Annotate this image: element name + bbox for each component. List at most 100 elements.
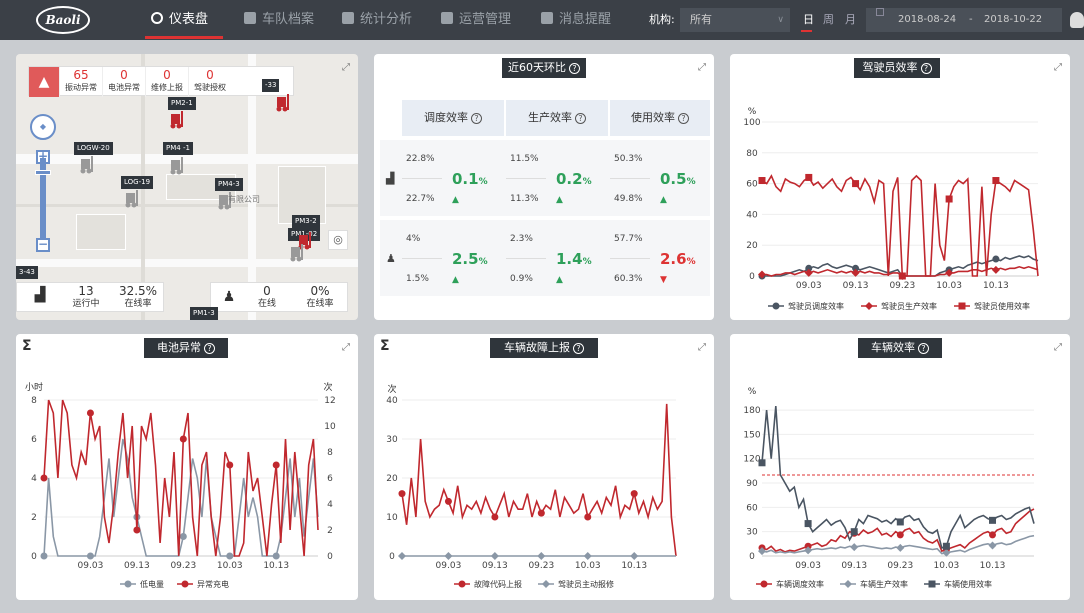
vehicle-label[interactable]: LOGW-20	[74, 142, 113, 155]
forklift-icon[interactable]	[216, 192, 236, 210]
nav-operations[interactable]: 运营管理	[441, 0, 511, 40]
forklift-icon[interactable]	[78, 156, 98, 174]
data-point	[179, 435, 187, 443]
zoom-out-button[interactable]: −	[36, 237, 50, 252]
fleet-icon	[244, 12, 256, 24]
map-zoom-control[interactable]: ◆ + −	[30, 114, 56, 254]
y-tick-label: 10	[386, 513, 398, 523]
help-icon[interactable]: ?	[573, 343, 584, 354]
zoom-slider[interactable]	[40, 158, 46, 238]
vehicles-online-rate-value: 32.5%	[118, 284, 158, 298]
data-point	[945, 195, 953, 203]
period-week[interactable]: 周	[823, 13, 834, 26]
vehicle-label[interactable]: -33	[262, 79, 280, 92]
alarm-vibration-label: 振动异常	[65, 83, 97, 92]
alarm-authorization[interactable]: 0 驾驶授权	[188, 67, 231, 97]
help-icon[interactable]: ?	[918, 343, 929, 354]
map-road	[16, 259, 358, 267]
x-tick-label: 09.23	[170, 561, 196, 571]
user-avatar-icon[interactable]	[1070, 12, 1084, 28]
data-point	[989, 531, 997, 539]
change-unit-direction: % ▲	[660, 177, 696, 205]
nav-dashboard[interactable]: 仪表盘	[151, 0, 208, 40]
vehicle-label[interactable]: PM1-3	[190, 307, 218, 320]
data-point	[851, 268, 860, 277]
change-unit-direction: % ▲	[556, 177, 592, 205]
x-tick-label: 09.13	[482, 561, 508, 571]
help-icon[interactable]: ?	[471, 113, 482, 124]
fault-chart: 次 0 10 20 30 40 09.03 09.13 09.23 10.03 10.13 故障代码上…	[386, 383, 677, 589]
alarm-battery[interactable]: 0 电池异常	[102, 67, 145, 97]
y-tick-label: 150	[743, 430, 760, 440]
help-icon[interactable]: ?	[575, 113, 586, 124]
cell-divider	[402, 178, 442, 179]
nav-fleet-records[interactable]: 车队档案	[244, 0, 314, 40]
expand-icon[interactable]: ⤢	[698, 342, 706, 353]
expand-icon[interactable]: ⤢	[1054, 342, 1062, 353]
zoom-slider-handle[interactable]	[35, 170, 51, 175]
current-value: 0.9%	[510, 274, 533, 284]
help-icon[interactable]: ?	[920, 63, 932, 74]
forklift-stats-icon: ▟	[34, 287, 46, 303]
cell-divider	[610, 258, 650, 259]
period-day[interactable]: 日	[803, 13, 814, 26]
current-value: 22.7%	[406, 194, 435, 204]
legend-label: 车辆使用效率	[944, 579, 992, 589]
nav-messages[interactable]: 消息提醒	[541, 0, 611, 40]
vehicle-label[interactable]: PM4 -1	[163, 142, 193, 155]
data-point	[86, 409, 94, 417]
pan-control-icon[interactable]: ◆	[30, 114, 56, 140]
data-point	[40, 474, 48, 482]
forklift-icon[interactable]	[168, 157, 188, 175]
change-amount: 2.5	[452, 250, 479, 268]
forklift-icon[interactable]	[123, 190, 143, 208]
change-unit-direction: % ▲	[452, 177, 488, 205]
legend-marker	[542, 580, 550, 588]
x-tick-label: 10.13	[983, 281, 1009, 291]
vehicle-label[interactable]: PM1-02	[288, 228, 321, 241]
y-tick-label-right: 10	[324, 422, 336, 432]
forklift-alert-icon[interactable]	[274, 94, 294, 112]
chart-icon	[342, 12, 354, 24]
data-point	[992, 177, 1000, 185]
x-tick-label: 09.13	[841, 561, 867, 571]
help-icon[interactable]: ?	[204, 343, 215, 354]
help-icon[interactable]: ?	[678, 113, 689, 124]
period-month[interactable]: 月	[845, 13, 856, 26]
locate-icon[interactable]: ◎	[328, 230, 348, 250]
x-tick-label: 09.03	[796, 281, 822, 291]
y-tick-label-right: 2	[327, 526, 333, 536]
expand-icon[interactable]: ⤢	[342, 62, 350, 73]
data-point	[583, 552, 592, 560]
date-range-picker[interactable]: 2018-08-24 - 2018-10-22	[866, 8, 1062, 32]
nav-statistics[interactable]: 统计分析	[342, 0, 412, 40]
alarm-vibration[interactable]: 65 振动异常	[59, 67, 102, 97]
expand-icon[interactable]: ⤢	[342, 342, 350, 353]
vehicle-map-panel[interactable]: ▲ 65 振动异常 0 电池异常 0 维修上报 0 驾驶授权 -33 ◆ + − PM2…	[16, 54, 358, 320]
help-icon[interactable]: ?	[569, 63, 580, 74]
alarm-repair[interactable]: 0 维修上报	[145, 67, 188, 97]
forklift-alert-icon[interactable]	[168, 111, 188, 129]
change-unit-direction: % ▲	[452, 257, 488, 285]
vehicle-label[interactable]: PM2-1	[168, 97, 196, 110]
data-point	[804, 542, 812, 550]
map-building	[76, 214, 126, 250]
org-select[interactable]: 所有 ∨	[680, 8, 790, 32]
expand-icon[interactable]: ⤢	[698, 62, 706, 73]
forklift-icon[interactable]	[288, 244, 308, 262]
vehicle-label[interactable]: PM3-2	[292, 215, 320, 228]
expand-icon[interactable]: ⤢	[1054, 62, 1062, 73]
data-point	[398, 552, 406, 560]
brand-logo[interactable]: Baoli	[36, 6, 90, 34]
data-point	[537, 552, 546, 560]
header-usage: 使用效率?	[610, 100, 710, 136]
comparison-title: 近60天环比?	[502, 58, 586, 78]
date-from: 2018-08-24	[898, 14, 957, 25]
data-point	[942, 548, 951, 557]
vehicle-label[interactable]: 3-43	[16, 266, 38, 279]
vehicle-label[interactable]: PM4-3	[215, 178, 243, 191]
sum-icon[interactable]: Σ	[380, 338, 390, 354]
y-tick-label: 8	[31, 396, 37, 406]
sum-icon[interactable]: Σ	[22, 338, 32, 354]
vehicle-label[interactable]: LOG-19	[121, 176, 154, 189]
